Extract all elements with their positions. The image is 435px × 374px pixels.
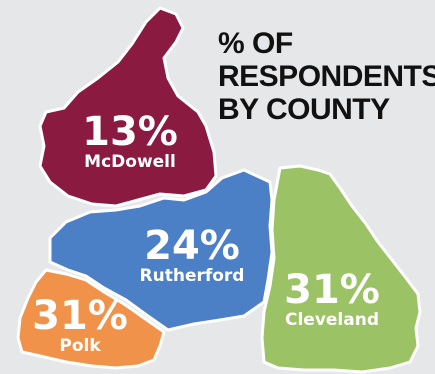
value-mcdowell: 13%: [82, 109, 178, 155]
value-rutherford: 24%: [144, 223, 240, 269]
label-mcdowell: 13% McDowell: [74, 112, 186, 171]
value-polk: 31%: [32, 293, 128, 339]
value-cleveland: 31%: [284, 267, 380, 313]
title-line-3: BY COUNTY: [218, 93, 390, 126]
name-polk: Polk: [59, 336, 101, 356]
label-polk: 31% Polk: [30, 296, 130, 355]
region-mcdowell: [38, 6, 218, 208]
region-polk: [16, 268, 166, 370]
region-cleveland: [260, 164, 422, 374]
name-cleveland: Cleveland: [284, 310, 379, 330]
name-rutherford: Rutherford: [139, 266, 245, 286]
map-title: % OF RESPONDENTS BY COUNTY: [218, 27, 435, 126]
title-line-1: % OF: [218, 27, 293, 60]
name-mcdowell: McDowell: [84, 152, 176, 172]
label-cleveland: 31% Cleveland: [276, 270, 388, 329]
region-rutherford: [48, 168, 274, 332]
title-line-2: RESPONDENTS: [218, 60, 435, 93]
label-rutherford: 24% Rutherford: [128, 226, 256, 285]
